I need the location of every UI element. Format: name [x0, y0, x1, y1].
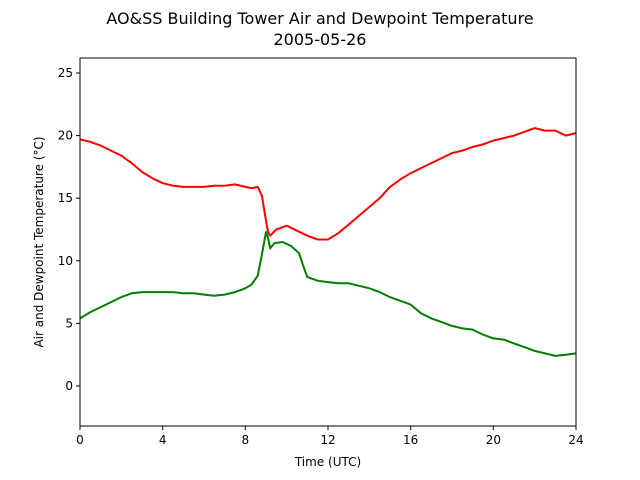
- plot-series: [79, 127, 577, 357]
- y-tick-label: 5: [65, 316, 73, 330]
- y-axis-label: Air and Dewpoint Temperature (°C): [32, 136, 46, 347]
- y-tick-label: 10: [58, 254, 73, 268]
- x-tick-label: 24: [568, 433, 583, 447]
- x-axis-label: Time (UTC): [294, 455, 361, 469]
- chart-subtitle: 2005-05-26: [274, 30, 367, 49]
- series-line-1: [79, 231, 577, 357]
- x-tick-label: 4: [159, 433, 167, 447]
- x-axis: 0 4 8 12 16 20 24: [76, 426, 584, 447]
- chart-title: AO&SS Building Tower Air and Dewpoint Te…: [106, 9, 533, 28]
- plot-frame: [79, 57, 577, 427]
- y-tick-label: 20: [58, 129, 73, 143]
- x-tick-label: 20: [486, 433, 501, 447]
- y-tick-label: 0: [65, 379, 73, 393]
- x-tick-label: 0: [76, 433, 84, 447]
- x-tick-label: 12: [320, 433, 335, 447]
- series-line-0: [79, 127, 577, 241]
- x-tick-label: 16: [403, 433, 418, 447]
- x-tick-label: 8: [242, 433, 250, 447]
- y-tick-label: 25: [58, 66, 73, 80]
- y-tick-label: 15: [58, 191, 73, 205]
- y-axis: 0 5 10 15 20 25: [58, 66, 80, 393]
